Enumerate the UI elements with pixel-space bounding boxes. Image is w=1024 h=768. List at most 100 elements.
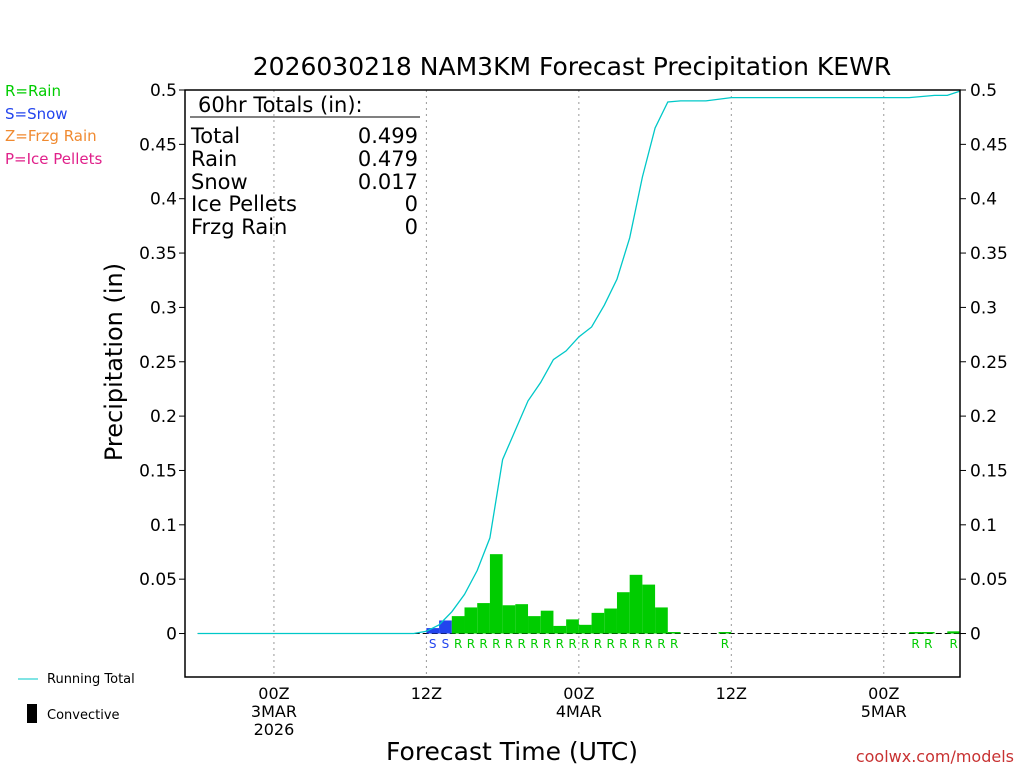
y-tick-label-right: 0.35 [970, 244, 1008, 264]
x-tick-label: 3MAR [251, 702, 297, 721]
precip-bar [502, 605, 516, 634]
precip-type-letter: R [619, 637, 627, 651]
totals-label-frzg-rain: Frzg Rain [191, 215, 287, 239]
precip-type-letter: R [721, 637, 729, 651]
x-axis-label: Forecast Time (UTC) [386, 737, 638, 766]
precip-type-letter: R [479, 637, 487, 651]
precip-type-letter: R [670, 637, 678, 651]
totals-label-rain: Rain [191, 147, 237, 171]
precip-bar [616, 592, 630, 634]
totals-value-snow: 0.017 [358, 170, 418, 194]
precip-bar [566, 619, 579, 634]
legend-ice-pellets: P=Ice Pellets [5, 150, 102, 168]
chart-title: 2026030218 NAM3KM Forecast Precipitation… [253, 52, 891, 81]
x-tick-label: 00Z [868, 684, 899, 703]
y-tick-label-left: 0.25 [139, 353, 177, 373]
precip-bar [718, 632, 732, 634]
y-tick-label-left: 0.45 [139, 135, 177, 155]
y-tick-label-left: 0.2 [150, 407, 177, 427]
totals-label-snow: Snow [191, 170, 248, 194]
precip-bar [655, 607, 668, 634]
y-tick-label-left: 0.05 [139, 570, 177, 590]
series-legend: Running Total Convective [18, 672, 135, 723]
precip-bar [477, 603, 490, 634]
precip-type-letter: R [594, 637, 602, 651]
y-tick-label-right: 0.15 [970, 461, 1008, 481]
precip-type-letter: S [442, 637, 450, 651]
precip-bar [667, 632, 681, 634]
y-tick-label-left: 0.5 [150, 81, 177, 101]
x-tick-label: 12Z [411, 684, 442, 703]
precip-bar [451, 616, 465, 634]
y-tick-label-right: 0.3 [970, 298, 997, 318]
precip-bar [439, 620, 452, 634]
precip-type-letter: R [911, 637, 919, 651]
x-tick-label: 00Z [258, 684, 289, 703]
totals-value-frzg-rain: 0 [405, 215, 418, 239]
y-tick-label-right: 0.1 [970, 516, 997, 536]
y-tick-label-right: 0.25 [970, 353, 1008, 373]
totals-box: 60hr Totals (in): Total 0.499 Rain 0.479… [190, 93, 420, 239]
y-tick-label-right: 0.05 [970, 570, 1008, 590]
precip-bar [578, 624, 592, 634]
precip-type-letter: R [581, 637, 589, 651]
grid-layer [197, 90, 960, 677]
x-tick-label: 4MAR [556, 702, 602, 721]
legend-frzg-rain: Z=Frzg Rain [5, 127, 97, 145]
precip-bar [604, 608, 617, 634]
precip-type-letter: S [429, 637, 437, 651]
x-tick-label: 00Z [563, 684, 594, 703]
precip-type-letter: R [606, 637, 614, 651]
precip-bar [629, 574, 643, 634]
precip-type-letter: R [518, 637, 526, 651]
precip-type-letter: R [657, 637, 665, 651]
line-layer [197, 90, 961, 635]
y-tick-label-left: 0.15 [139, 461, 177, 481]
plot-frame [184, 89, 961, 678]
bars-layer [426, 554, 960, 634]
precip-bar [553, 625, 567, 634]
precip-type-letter: R [924, 637, 932, 651]
precip-bar [947, 631, 960, 634]
precip-bar [921, 632, 935, 634]
y-tick-label-left: 0.35 [139, 244, 177, 264]
precip-bar [909, 632, 922, 634]
precip-type-letter: R [645, 637, 653, 651]
legend-rain: R=Rain [5, 82, 61, 100]
y-tick-label-right: 0.4 [970, 190, 997, 210]
precip-type-letter: R [949, 637, 957, 651]
y-tick-label-left: 0.1 [150, 516, 177, 536]
precip-type-letter: R [492, 637, 500, 651]
precip-bar [528, 616, 541, 634]
precip-type-letter: R [530, 637, 538, 651]
precip-type-letter: R [454, 637, 462, 651]
y-tick-label-right: 0.2 [970, 407, 997, 427]
y-tick-label-left: 0.3 [150, 298, 177, 318]
precip-bar [426, 628, 440, 634]
precip-type-letter: R [556, 637, 564, 651]
totals-label-total: Total [190, 124, 240, 148]
precip-type-letter: R [568, 637, 576, 651]
precip-bar [540, 610, 554, 634]
totals-value-rain: 0.479 [358, 147, 418, 171]
running-total-legend-label: Running Total [47, 672, 135, 687]
running-total-line [197, 90, 961, 635]
axes-layer [184, 89, 961, 678]
precip-type-letter: R [543, 637, 551, 651]
x-tick-label: 12Z [716, 684, 747, 703]
totals-value-ice-pellets: 0 [405, 192, 418, 216]
totals-header: 60hr Totals (in): [198, 93, 363, 117]
y-tick-label-left: 0.4 [150, 190, 177, 210]
legend-snow: S=Snow [5, 105, 68, 123]
precip-bar [515, 604, 529, 634]
precip-bar [591, 612, 605, 634]
y-tick-label-right: 0.45 [970, 135, 1008, 155]
credit-text: coolwx.com/models [856, 747, 1014, 766]
precip-type-letter: R [632, 637, 640, 651]
totals-value-total: 0.499 [358, 124, 418, 148]
convective-legend-label: Convective [47, 708, 120, 723]
precip-bar [642, 584, 656, 634]
